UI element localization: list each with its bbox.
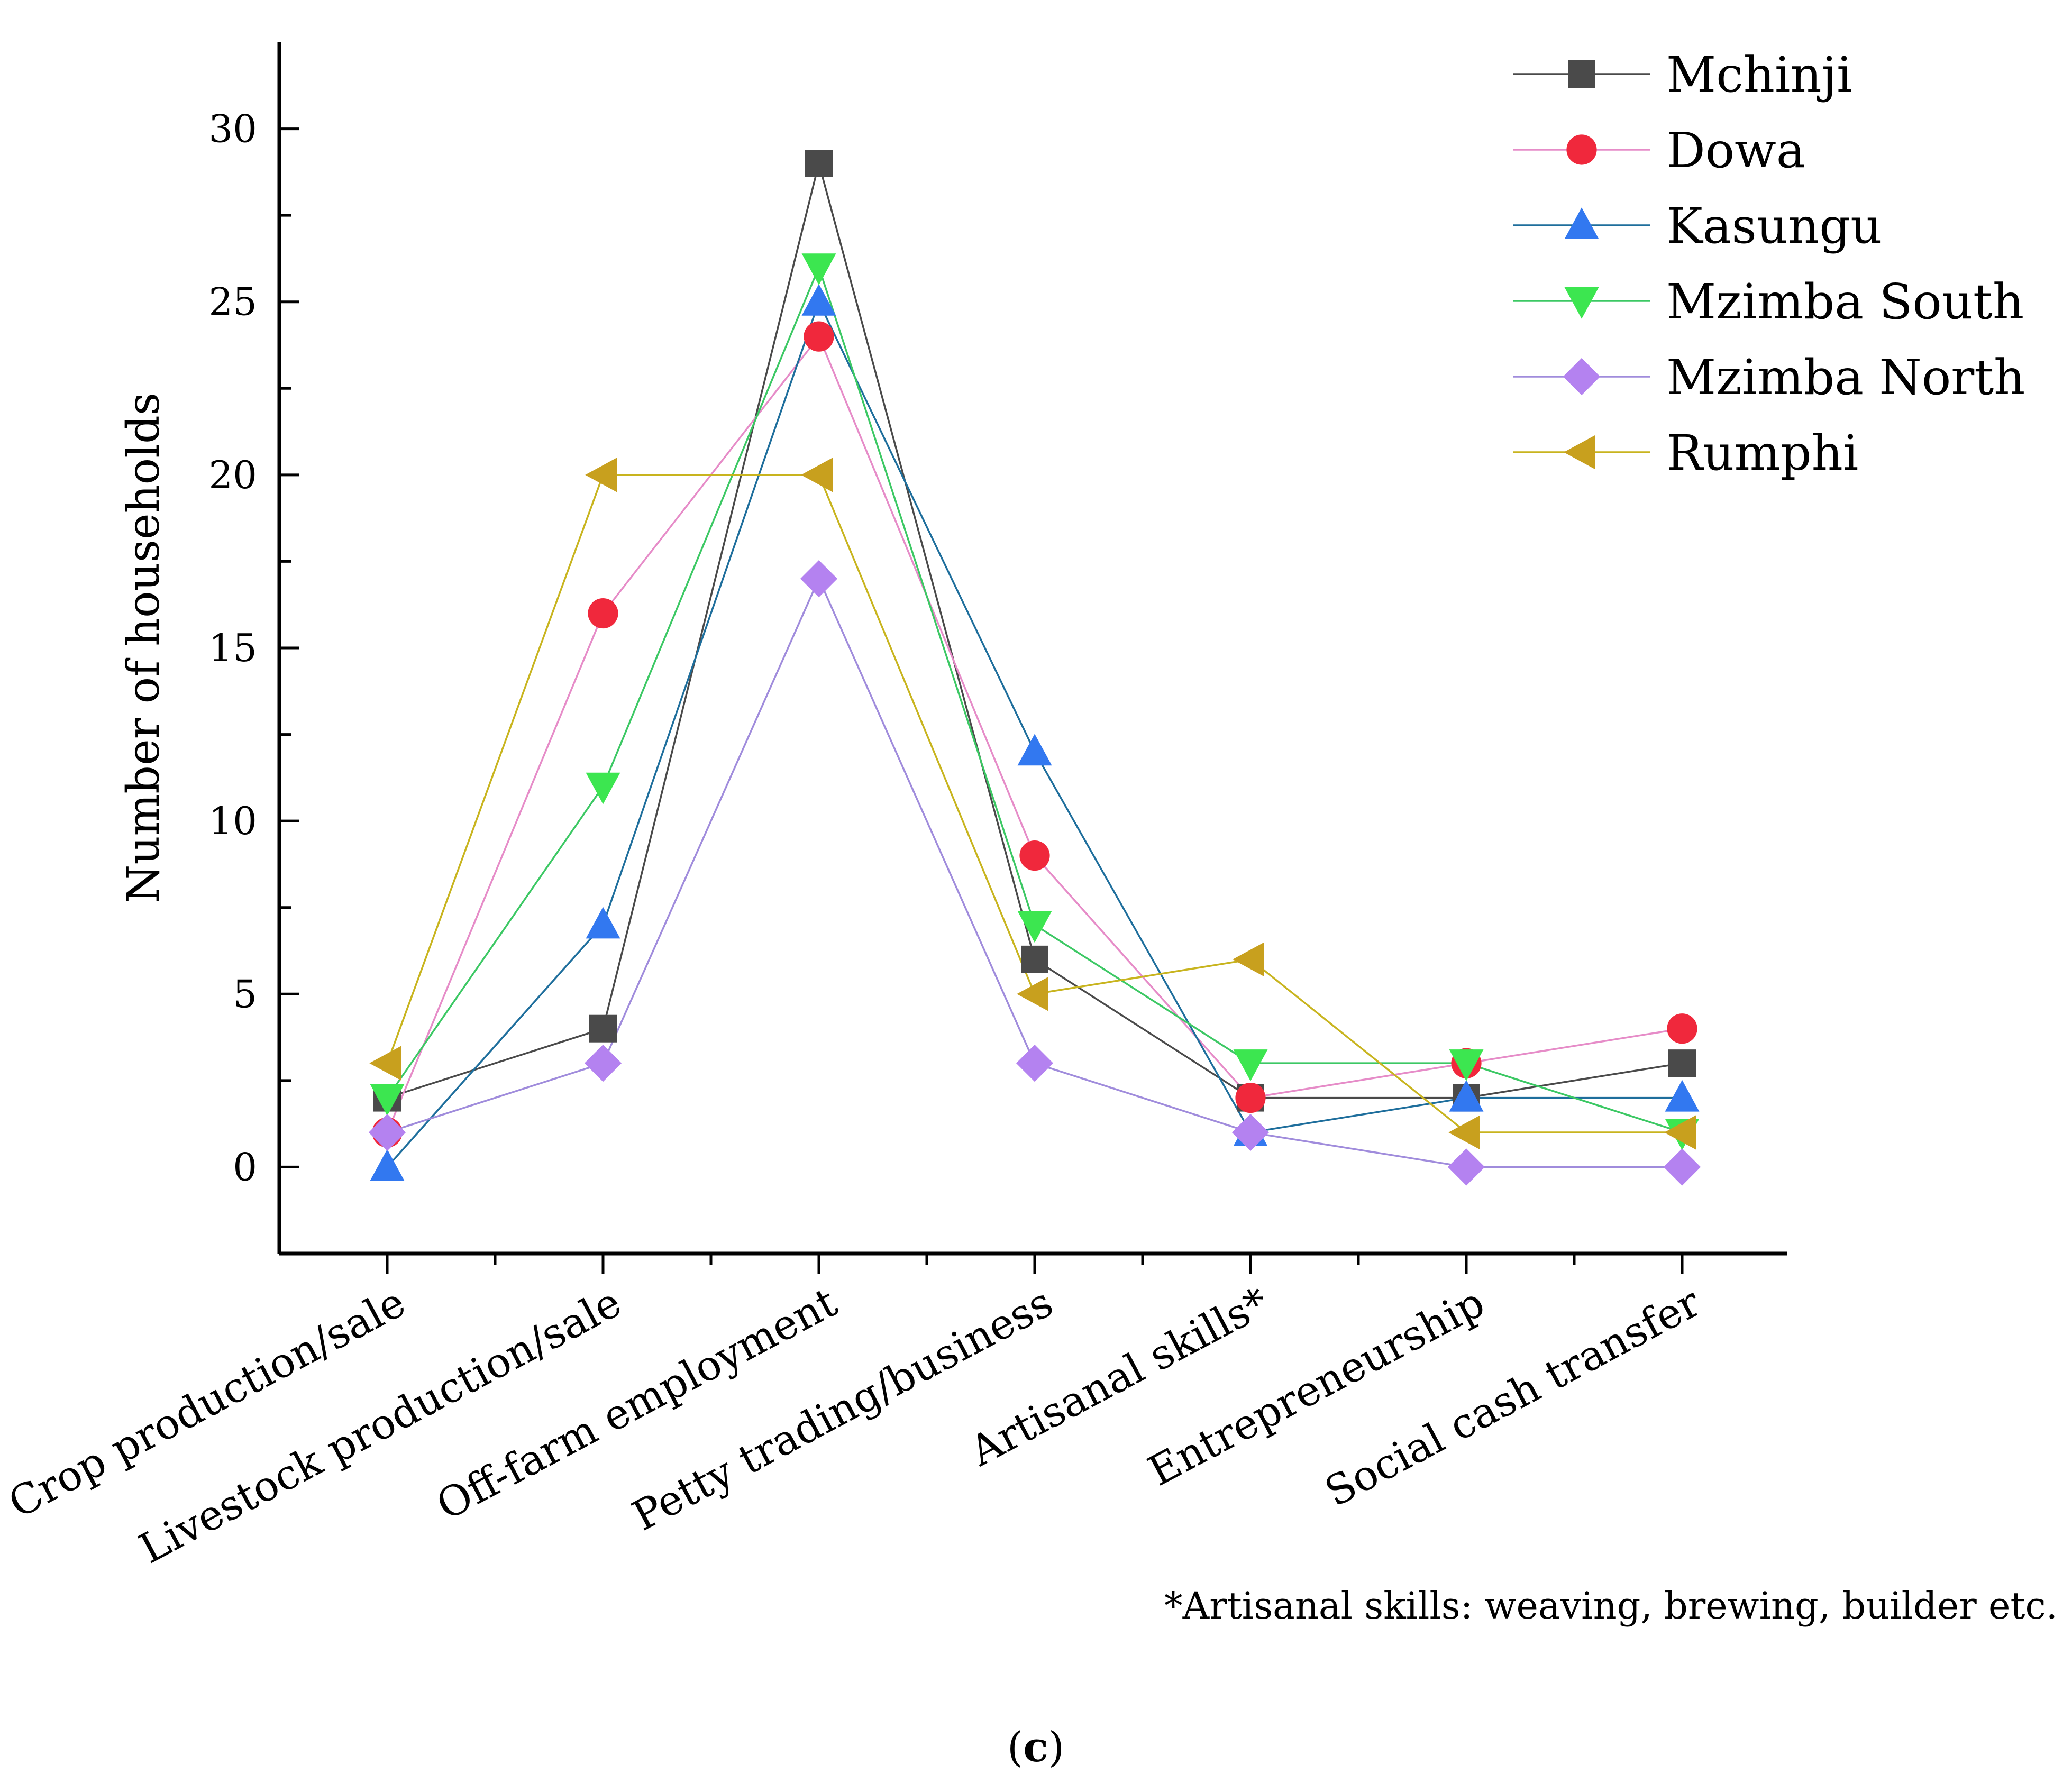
data-point-rumphi: [1017, 976, 1048, 1011]
caption-letter: c: [1023, 1723, 1048, 1771]
data-point-dowa: [1235, 1082, 1266, 1113]
legend-marker-mzimba-north: [1563, 358, 1601, 396]
data-point-mzimba-north: [1447, 1148, 1485, 1186]
legend-label-mzimba-north: Mzimba North: [1666, 349, 2025, 406]
data-point-kasungu: [586, 907, 620, 939]
y-tick-label: 20: [208, 453, 257, 497]
data-point-rumphi: [1664, 1115, 1696, 1150]
legend-marker-dowa: [1566, 134, 1597, 165]
figure-caption: (c): [1007, 1723, 1064, 1771]
legend: Mchinji Dowa Kasungu Mzimba South Mzimba Nor…: [1513, 47, 2025, 481]
data-point-mzimba-north: [1231, 1113, 1270, 1151]
data-point-kasungu: [1017, 734, 1052, 766]
data-point-mchinji: [805, 150, 833, 177]
data-point-mzimba-south: [1449, 1049, 1484, 1081]
data-point-rumphi: [369, 1046, 401, 1081]
data-point-rumphi: [585, 458, 617, 492]
data-point-kasungu: [1449, 1080, 1484, 1112]
data-point-dowa: [1667, 1013, 1697, 1044]
data-point-kasungu: [370, 1149, 405, 1181]
legend-marker-rumphi: [1564, 435, 1595, 470]
y-tick-label: 10: [208, 799, 257, 843]
data-point-mchinji: [589, 1014, 617, 1043]
data-point-dowa: [1019, 840, 1050, 871]
caption-open: (: [1007, 1724, 1023, 1771]
legend-label-mzimba-south: Mzimba South: [1666, 273, 2024, 330]
data-point-rumphi: [1448, 1115, 1480, 1150]
y-axis-title: Number of households: [117, 392, 169, 903]
legend-label-kasungu: Kasungu: [1666, 198, 1882, 254]
legend-marker-kasungu: [1564, 207, 1599, 239]
series-layer: [368, 150, 1701, 1186]
y-tick-label: 5: [233, 972, 257, 1016]
caption-close: ): [1048, 1724, 1064, 1771]
data-point-mzimba-south: [1017, 911, 1052, 943]
data-point-mzimba-south: [1233, 1049, 1268, 1081]
data-point-mzimba-north: [1663, 1148, 1701, 1186]
data-point-kasungu: [801, 284, 836, 316]
data-point-mchinji: [1668, 1049, 1696, 1077]
footnote: *Artisanal skills: weaving, brewing, bui…: [1164, 1584, 2058, 1628]
data-point-mzimba-north: [368, 1113, 406, 1151]
data-point-rumphi: [801, 458, 833, 492]
data-point-mzimba-south: [586, 772, 620, 804]
series-line-rumphi: [386, 474, 1682, 1133]
y-tick-label: 0: [233, 1145, 257, 1189]
data-point-mzimba-south: [801, 253, 836, 286]
x-category-label: Social cash transfer: [1318, 1278, 1709, 1516]
legend-label-rumphi: Rumphi: [1666, 425, 1858, 481]
y-tick-label: 15: [208, 626, 257, 670]
data-point-mzimba-north: [1016, 1045, 1054, 1082]
data-point-mchinji: [1021, 945, 1048, 973]
legend-marker-mzimba-south: [1564, 287, 1599, 319]
legend-label-mchinji: Mchinji: [1666, 47, 1852, 103]
y-tick-label: 25: [208, 280, 257, 324]
data-point-rumphi: [1233, 942, 1264, 977]
data-point-mzimba-south: [370, 1084, 405, 1116]
data-point-dowa: [804, 321, 834, 352]
data-point-mzimba-north: [800, 560, 838, 598]
data-point-kasungu: [1665, 1080, 1700, 1112]
legend-label-dowa: Dowa: [1666, 122, 1805, 179]
data-point-dowa: [588, 598, 618, 629]
legend-marker-mchinji: [1568, 60, 1595, 88]
data-point-mzimba-north: [584, 1045, 622, 1082]
y-tick-label: 30: [208, 107, 257, 151]
